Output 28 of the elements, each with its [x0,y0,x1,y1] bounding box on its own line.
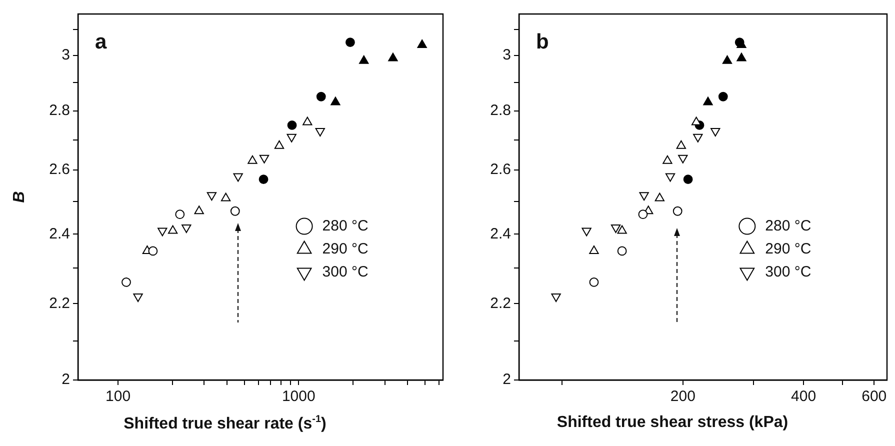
y-tick-label: 2.4 [49,225,70,242]
legend-label: 290 °C [322,240,368,258]
y-tick-label: 2.8 [49,102,70,119]
y-tick-label: 3 [62,46,70,64]
y-tick-label: 2.2 [49,294,70,312]
y-tick-label: 2.6 [49,161,70,178]
text: a [95,30,107,54]
y-tick-label: 2 [62,371,70,388]
legend-label: 300 °C [322,263,368,280]
legend-label: 300 °C [765,263,812,280]
x-axis-title: Shifted true shear stress (kPa) [556,414,790,432]
x-tick-label: 200 [670,388,696,406]
x-tick-label: 100 [106,388,131,406]
y-tick-label: 3 [502,46,511,64]
legend-label: 290 °C [765,240,812,258]
y-tick-label: 2.4 [490,225,511,242]
y-tick-label: 2 [502,371,511,388]
x-tick-label: 400 [791,388,816,406]
x-axis-title: Shifted true shear rate (s$^{-1}$) [122,414,328,434]
y-tick-label: 2.8 [490,102,511,119]
y-axis-title: B [11,191,28,203]
text: b [536,30,549,54]
y-tick-label: 2.6 [490,161,511,178]
x-tick-label: 1000 [282,388,316,406]
legend-label: 280 °C [765,217,812,234]
x-tick-label: 600 [862,388,887,406]
y-tick-label: 2.2 [490,294,511,312]
legend-label: 280 °C [322,217,368,234]
